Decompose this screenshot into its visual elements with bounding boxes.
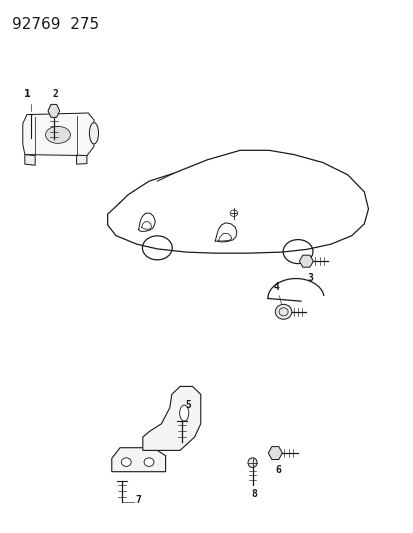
Text: 7: 7	[135, 495, 141, 505]
Text: 8: 8	[251, 489, 257, 499]
Text: 92769  275: 92769 275	[12, 17, 99, 32]
Ellipse shape	[144, 458, 154, 466]
Ellipse shape	[247, 458, 256, 467]
Polygon shape	[76, 155, 87, 164]
Polygon shape	[25, 155, 35, 165]
Polygon shape	[112, 448, 165, 472]
Ellipse shape	[89, 123, 98, 144]
Text: 6: 6	[275, 465, 281, 475]
Text: 1: 1	[24, 89, 31, 99]
Polygon shape	[23, 113, 94, 156]
Text: 5: 5	[185, 400, 191, 410]
Ellipse shape	[45, 126, 70, 143]
Polygon shape	[142, 386, 200, 450]
Ellipse shape	[275, 304, 291, 319]
Polygon shape	[268, 447, 282, 459]
Polygon shape	[48, 104, 59, 117]
Ellipse shape	[121, 458, 131, 466]
Text: 2: 2	[53, 89, 59, 99]
Text: 4: 4	[273, 281, 278, 292]
Text: 3: 3	[307, 273, 313, 283]
Polygon shape	[299, 255, 313, 267]
Ellipse shape	[179, 405, 188, 421]
